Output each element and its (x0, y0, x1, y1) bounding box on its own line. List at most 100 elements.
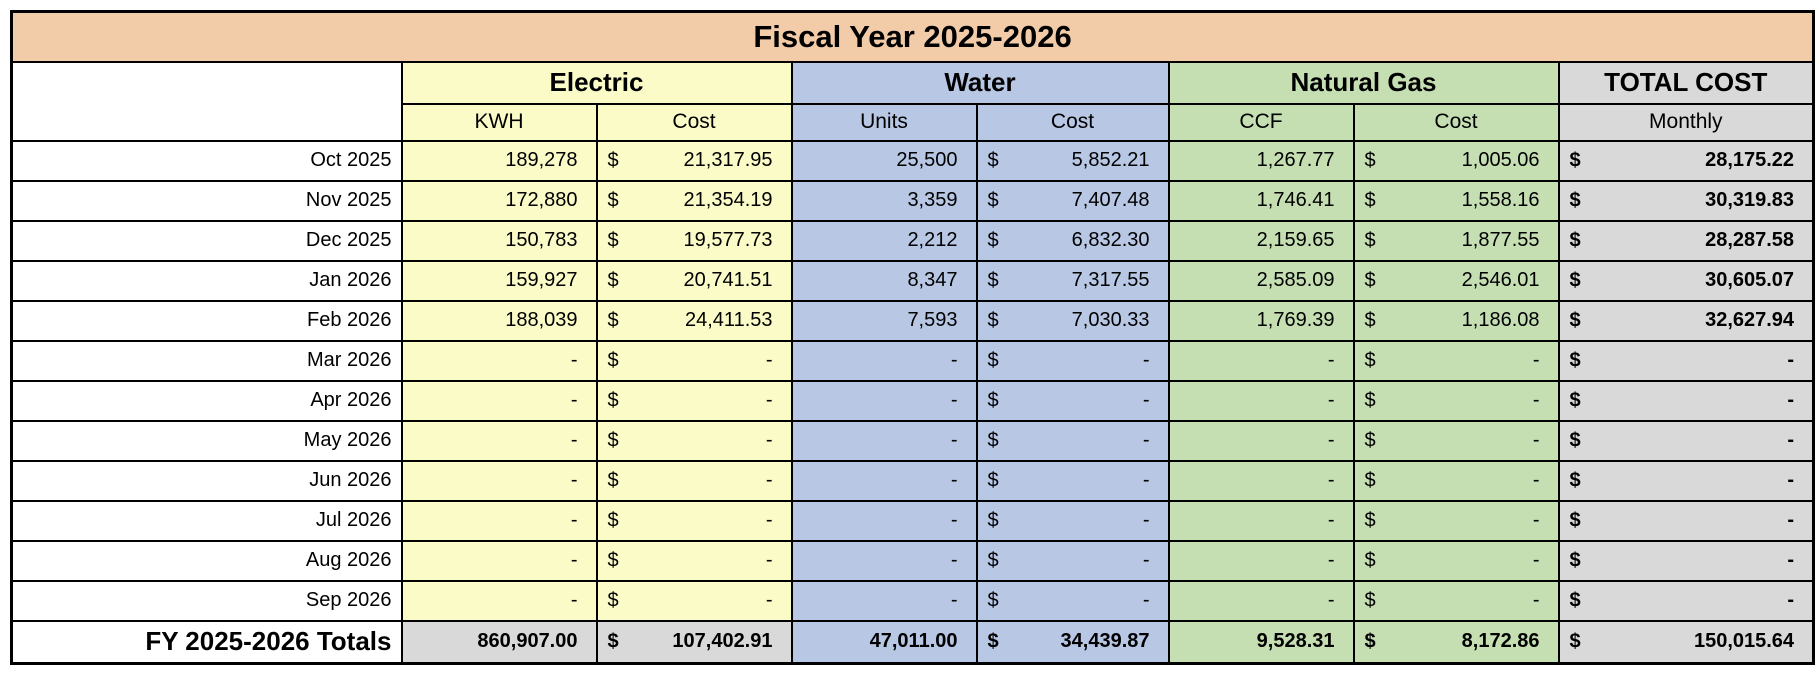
dollar-sign: $ (1569, 509, 1581, 531)
gas-cost-cell: $ - (1352, 419, 1560, 462)
dollar-sign: $ (1569, 269, 1581, 291)
gas-ccf-cell: - (1167, 539, 1355, 582)
dollar-sign: $ (1569, 549, 1581, 571)
dollar-sign: $ (1569, 189, 1581, 211)
totals-electric-kwh-cell: 860,907.00 (400, 619, 598, 665)
total-monthly-cell: $ - (1557, 539, 1815, 582)
gas-cost-value: - (1532, 589, 1540, 611)
table-row: Sep 2026 - $ - - $ - - $ - $ - (10, 579, 1815, 622)
gas-cost-value: - (1532, 349, 1540, 371)
dollar-sign: $ (607, 549, 619, 571)
gas-cost-value: 2,546.01 (1461, 269, 1540, 291)
totals-water-cost-cell: $34,439.87 (975, 619, 1170, 665)
electric-cost-value: - (765, 349, 773, 371)
dollar-sign: $ (1364, 309, 1376, 331)
electric-cost-value: 20,741.51 (683, 269, 773, 291)
total-monthly-cell: $ - (1557, 339, 1815, 382)
water-units-cell: - (790, 379, 978, 422)
dollar-sign: $ (1569, 429, 1581, 451)
section-header-total-cost: TOTAL COST (1557, 60, 1815, 105)
dollar-sign: $ (987, 469, 999, 491)
gas-cost-cell: $2,546.01 (1352, 259, 1560, 302)
corner-cell (10, 60, 403, 142)
water-cost-value: - (1142, 469, 1150, 491)
table-row: Jun 2026 - $ - - $ - - $ - $ - (10, 459, 1815, 502)
total-monthly-value: 28,287.58 (1705, 229, 1795, 251)
month-cell: Nov 2025 (10, 179, 403, 222)
gas-cost-value: - (1532, 469, 1540, 491)
gas-cost-cell: $1,558.16 (1352, 179, 1560, 222)
total-monthly-cell: $28,287.58 (1557, 219, 1815, 262)
gas-ccf-cell: - (1167, 459, 1355, 502)
water-cost-value: 6,832.30 (1071, 229, 1150, 251)
total-monthly-cell: $ - (1557, 459, 1815, 502)
electric-kwh-cell: - (400, 499, 598, 542)
gas-ccf-cell: 1,267.77 (1167, 139, 1355, 182)
water-cost-cell: $ - (975, 419, 1170, 462)
electric-cost-value: - (765, 429, 773, 451)
dollar-sign: $ (987, 309, 999, 331)
gas-cost-value: 1,186.08 (1461, 309, 1540, 331)
water-units-cell: 8,347 (790, 259, 978, 302)
total-monthly-cell: $30,319.83 (1557, 179, 1815, 222)
water-cost-value: - (1142, 549, 1150, 571)
dollar-sign: $ (607, 589, 619, 611)
total-monthly-value: 30,319.83 (1705, 189, 1795, 211)
totals-electric-cost-value: 107,402.91 (672, 630, 773, 653)
dollar-sign: $ (607, 469, 619, 491)
electric-cost-cell: $19,577.73 (595, 219, 793, 262)
water-units-cell: 25,500 (790, 139, 978, 182)
water-cost-cell: $ - (975, 459, 1170, 502)
gas-ccf-cell: - (1167, 499, 1355, 542)
subheader-electric-cost: Cost (595, 102, 793, 142)
dollar-sign: $ (1364, 229, 1376, 251)
title-row: Fiscal Year 2025-2026 (10, 10, 1815, 63)
electric-cost-value: - (765, 589, 773, 611)
totals-gas-cost-value: 8,172.86 (1461, 630, 1540, 653)
dollar-sign: $ (607, 389, 619, 411)
water-units-cell: 7,593 (790, 299, 978, 342)
electric-cost-cell: $ - (595, 499, 793, 542)
dollar-sign: $ (1364, 509, 1376, 531)
dollar-sign: $ (987, 549, 999, 571)
water-cost-cell: $ - (975, 379, 1170, 422)
total-monthly-cell: $28,175.22 (1557, 139, 1815, 182)
electric-kwh-cell: 150,783 (400, 219, 598, 262)
water-cost-cell: $7,407.48 (975, 179, 1170, 222)
dollar-sign: $ (987, 630, 999, 653)
dollar-sign: $ (1364, 149, 1376, 171)
gas-cost-cell: $ - (1352, 339, 1560, 382)
dollar-sign: $ (1364, 549, 1376, 571)
gas-cost-cell: $1,005.06 (1352, 139, 1560, 182)
gas-cost-cell: $1,877.55 (1352, 219, 1560, 262)
section-header-water: Water (790, 60, 1170, 105)
electric-cost-cell: $ - (595, 419, 793, 462)
water-cost-cell: $5,852.21 (975, 139, 1170, 182)
water-cost-cell: $ - (975, 499, 1170, 542)
electric-kwh-cell: - (400, 339, 598, 382)
total-monthly-cell: $ - (1557, 419, 1815, 462)
dollar-sign: $ (1569, 589, 1581, 611)
water-units-cell: - (790, 539, 978, 582)
table-row: Apr 2026 - $ - - $ - - $ - $ - (10, 379, 1815, 422)
water-units-cell: - (790, 339, 978, 382)
gas-cost-value: 1,877.55 (1461, 229, 1540, 251)
table-row: Feb 2026 188,039 $24,411.53 7,593 $7,030… (10, 299, 1815, 342)
gas-cost-cell: $ - (1352, 499, 1560, 542)
section-header-electric: Electric (400, 60, 793, 105)
month-cell: May 2026 (10, 419, 403, 462)
water-cost-value: - (1142, 429, 1150, 451)
water-units-cell: - (790, 579, 978, 622)
water-cost-cell: $6,832.30 (975, 219, 1170, 262)
electric-kwh-cell: 189,278 (400, 139, 598, 182)
dollar-sign: $ (987, 509, 999, 531)
electric-cost-cell: $20,741.51 (595, 259, 793, 302)
water-cost-value: - (1142, 509, 1150, 531)
electric-cost-cell: $ - (595, 579, 793, 622)
water-cost-cell: $ - (975, 579, 1170, 622)
subheader-gas-cost: Cost (1352, 102, 1560, 142)
month-cell: Sep 2026 (10, 579, 403, 622)
month-cell: Aug 2026 (10, 539, 403, 582)
month-cell: Jun 2026 (10, 459, 403, 502)
dollar-sign: $ (1364, 429, 1376, 451)
